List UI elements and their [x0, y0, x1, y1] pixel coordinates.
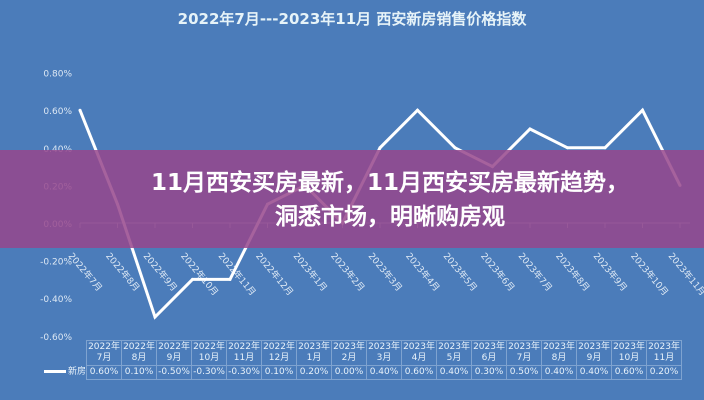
table-header-cell: 2023年 8月 — [541, 340, 578, 366]
table-header-cell: 2022年 7月 — [86, 340, 123, 366]
table-value-cell: 0.20% — [646, 365, 683, 380]
x-tick-label: 2023年8月 — [553, 250, 592, 293]
x-tick-label: 2023年1月 — [291, 250, 330, 293]
x-tick-label: 2023年11月 — [666, 250, 704, 298]
data-point — [78, 108, 82, 112]
table-value-cell: 0.60% — [611, 365, 648, 380]
table-header-cell: 2022年 10月 — [191, 340, 228, 366]
x-tick-label: 2023年3月 — [366, 250, 405, 293]
table-value-cell: 0.30% — [471, 365, 508, 380]
table-header-cell: 2022年 11月 — [226, 340, 263, 366]
headline-banner: 11月西安买房最新，11月西安买房最新趋势， 洞悉市场，明晰购房观 — [0, 150, 704, 248]
data-point — [153, 315, 157, 319]
table-header-cell: 2023年 5月 — [436, 340, 473, 366]
table-value-cell: 0.40% — [366, 365, 403, 380]
data-point — [641, 108, 644, 112]
table-value-cell: 0.60% — [401, 365, 438, 380]
table-header-cell: 2023年 7月 — [506, 340, 543, 366]
table-value-cell: 0.10% — [261, 365, 298, 380]
table-header-cell: 2023年 1月 — [296, 340, 333, 366]
table-header-cell: 2023年 2月 — [331, 340, 368, 366]
y-tick-label: 0.60% — [43, 107, 72, 117]
table-header-cell: 2022年 8月 — [121, 340, 158, 366]
data-point — [528, 127, 532, 131]
table-header-cell: 2022年 9月 — [156, 340, 193, 366]
x-tick-label: 2023年10月 — [628, 250, 671, 298]
table-header-cell: 2023年 9月 — [576, 340, 613, 366]
x-tick-label: 2022年10月 — [178, 250, 221, 298]
data-point — [566, 146, 569, 150]
data-point — [228, 277, 232, 281]
chart-title: 2022年7月---2023年11月 西安新房销售价格指数 — [177, 10, 527, 28]
table-value-cell: 0.40% — [436, 365, 473, 380]
table-value-cell: 0.40% — [541, 365, 578, 380]
data-point — [453, 146, 457, 150]
x-tick-label: 2023年9月 — [591, 250, 630, 293]
data-table: 2022年 7月 2022年 8月 2022年 9月 2022年 10月 2022年 11月 202… — [44, 340, 683, 380]
table-value-cell: -0.50% — [156, 365, 193, 380]
legend-entry: 新房 — [44, 366, 87, 380]
table-value-cell: -0.30% — [191, 365, 228, 380]
x-tick-label: 2022年12月 — [253, 250, 296, 298]
table-header-cell: 2023年 4月 — [401, 340, 438, 366]
table-value-cell: 0.40% — [576, 365, 613, 380]
table-value-cell: 0.00% — [331, 365, 368, 380]
data-point — [603, 146, 607, 150]
table-value-cell: 0.50% — [506, 365, 543, 380]
table-value-cell: 0.60% — [86, 365, 123, 380]
data-point — [416, 108, 419, 112]
legend-label: 新房 — [68, 367, 87, 377]
table-corner — [44, 341, 87, 366]
table-header-cell: 2023年 3月 — [366, 340, 403, 366]
table-header-cell: 2023年 11月 — [646, 340, 683, 366]
y-tick-label: -0.40% — [40, 295, 72, 305]
y-tick-label: 0.40% — [43, 145, 72, 155]
table-value-cell: 0.10% — [121, 365, 158, 380]
x-tick-label: 2022年11月 — [216, 250, 259, 298]
table-header-cell: 2022年 12月 — [261, 340, 298, 366]
table-value-cell: 0.20% — [296, 365, 333, 380]
table-header-cell: 2023年 10月 — [611, 340, 648, 366]
y-tick-label: -0.20% — [40, 258, 72, 268]
table-header-cell: 2023年 6月 — [471, 340, 508, 366]
x-tick-label: 2023年6月 — [478, 250, 517, 293]
headline-line-2: 洞悉市场，明晰购房观 — [275, 204, 505, 230]
legend-line-icon — [44, 370, 66, 373]
y-tick-label: 0.80% — [43, 70, 72, 80]
x-tick-label: 2022年7月 — [66, 250, 105, 293]
y-tick-label: -0.60% — [40, 333, 72, 343]
x-tick-label: 2023年5月 — [441, 250, 480, 293]
headline-line-1: 11月西安买房最新，11月西安买房最新趋势， — [150, 170, 629, 196]
x-tick-label: 2023年4月 — [403, 250, 442, 293]
x-tick-label: 2023年7月 — [516, 250, 555, 293]
data-point — [378, 146, 382, 150]
x-tick-label: 2023年2月 — [328, 250, 367, 293]
table-value-cell: -0.30% — [226, 365, 263, 380]
data-point — [191, 277, 194, 281]
